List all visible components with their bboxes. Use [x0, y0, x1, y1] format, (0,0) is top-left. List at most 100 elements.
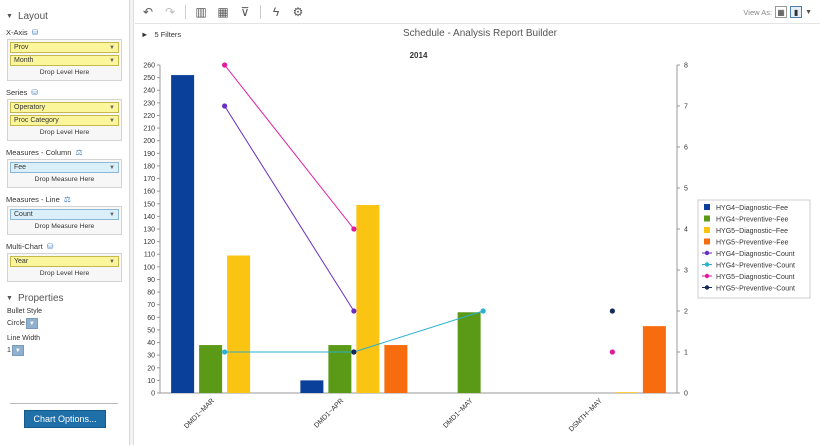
toolbar: ↶ ↷ ▥ ▦ ⊽ ϟ ⚙ View As: ▦ ▮ ▼ — [135, 0, 820, 24]
y-tick-label: 240 — [143, 88, 155, 95]
gear-icon[interactable]: ⚙ — [292, 4, 304, 19]
drop-level-hint: Drop Level Here — [39, 69, 90, 76]
measure-field-fee[interactable]: Fee ▼ — [10, 162, 119, 173]
series-label: Series — [6, 87, 28, 97]
lightning-icon[interactable]: ϟ — [272, 4, 280, 19]
xaxis-dropzone[interactable]: Prov ▼ Month ▼ Drop Level Here — [7, 39, 122, 81]
y-tick-label: 160 — [143, 189, 155, 196]
legend-label: HYG5~Diagnostic~Count — [716, 274, 795, 281]
legend-label: HYG5~Preventive~Count — [716, 286, 795, 293]
undo-icon[interactable]: ↶ — [142, 4, 154, 19]
chevron-down-icon[interactable]: ▼ — [805, 8, 812, 16]
legend-swatch — [704, 204, 710, 210]
xaxis-label-row: X-Axis ⛁ — [0, 26, 129, 38]
table-layout-icon[interactable]: ▦ — [217, 4, 229, 19]
line-point — [351, 349, 357, 355]
chevron-down-icon[interactable]: ▼ — [11, 345, 24, 356]
multichart-field-year[interactable]: Year ▼ — [10, 256, 119, 267]
y-tick-label: 20 — [147, 365, 155, 372]
bar — [227, 255, 251, 393]
filters-count: 5 Filters — [154, 30, 182, 39]
multichart-label: Multi-Chart — [6, 241, 43, 251]
y-tick-label: 230 — [143, 100, 155, 107]
filters-toggle[interactable]: ► 5 Filters — [141, 30, 181, 39]
y-tick-label: 200 — [143, 138, 155, 145]
chevron-down-icon[interactable]: ▼ — [109, 164, 115, 171]
chevron-down-icon[interactable]: ▼ — [109, 211, 115, 218]
y2-tick-label: 4 — [684, 227, 688, 234]
y2-tick-label: 6 — [684, 145, 688, 152]
series-dropzone[interactable]: Operatory ▼ Proc Category ▼ Drop Level Her… — [7, 99, 122, 141]
field-label: Count — [14, 211, 33, 218]
chevron-down-icon[interactable]: ▼ — [25, 318, 38, 329]
drop-level-hint: Drop Level Here — [39, 129, 90, 136]
collapse-caret-icon[interactable]: ▼ — [6, 12, 13, 20]
legend-swatch — [704, 238, 710, 245]
series-line — [224, 64, 355, 230]
line-width-select[interactable]: 1 ▼ — [7, 345, 24, 356]
y-tick-label: 10 — [147, 378, 155, 385]
series-line — [353, 310, 484, 353]
field-label: Fee — [14, 164, 27, 171]
line-point — [222, 103, 228, 109]
measure-icon: ⚖ — [63, 194, 71, 204]
line-point — [351, 308, 357, 314]
bullet-style-select[interactable]: Circle ▼ — [7, 318, 38, 329]
field-label: Year — [14, 258, 29, 265]
grid-view-icon[interactable]: ▦ — [775, 6, 788, 18]
bar — [614, 392, 638, 393]
xaxis-field-month[interactable]: Month ▼ — [10, 55, 119, 66]
database-icon: ⛁ — [46, 241, 54, 251]
chevron-down-icon[interactable]: ▼ — [109, 104, 115, 111]
bar — [171, 75, 195, 393]
series-field-operatory[interactable]: Operatory ▼ — [10, 102, 119, 113]
drop-level-hint: Drop Level Here — [39, 270, 90, 277]
chart-title: 2014 — [410, 51, 428, 60]
chevron-right-icon: ► — [141, 30, 149, 39]
panel-resize-handle[interactable] — [130, 0, 134, 445]
y2-tick-label: 2 — [684, 309, 688, 316]
xaxis-label: X-Axis — [6, 27, 28, 37]
line-point — [222, 349, 228, 355]
xaxis-field-prov[interactable]: Prov ▼ — [10, 42, 119, 53]
legend-label: HYG4~Preventive~Fee — [716, 217, 788, 224]
measures-line-dropzone[interactable]: Count ▼ Drop Measure Here — [7, 206, 122, 235]
chevron-down-icon[interactable]: ▼ — [109, 258, 115, 265]
view-as-group: View As: ▦ ▮ ▼ — [743, 6, 812, 18]
panel-toggle-icon[interactable]: ▥ — [195, 4, 207, 19]
database-icon: ⛁ — [31, 27, 39, 37]
chevron-down-icon[interactable]: ▼ — [109, 57, 115, 64]
chart-view-icon[interactable]: ▮ — [790, 6, 803, 18]
layout-heading: Layout — [17, 10, 48, 22]
legend-marker — [704, 250, 710, 256]
view-as-label: View As: — [743, 7, 773, 17]
collapse-caret-icon[interactable]: ▼ — [6, 294, 13, 302]
redo-icon[interactable]: ↷ — [164, 4, 176, 19]
measure-icon: ⚖ — [75, 147, 83, 157]
filter-icon[interactable]: ⊽ — [240, 4, 250, 19]
x-tick-label: DSMTH~MAY — [568, 397, 604, 433]
properties-section-header[interactable]: ▼ Properties — [0, 291, 129, 305]
bar — [328, 345, 352, 393]
line-point — [609, 308, 615, 314]
chart-options-button[interactable]: Chart Options... — [24, 410, 106, 428]
y-tick-label: 30 — [147, 353, 155, 360]
chevron-down-icon[interactable]: ▼ — [109, 44, 115, 51]
y-tick-label: 60 — [147, 315, 155, 322]
y-tick-label: 70 — [147, 302, 155, 309]
y-tick-label: 210 — [143, 126, 155, 133]
chevron-down-icon[interactable]: ▼ — [109, 117, 115, 124]
legend-label: HYG5~Diagnostic~Fee — [716, 228, 788, 235]
legend-label: HYG4~Preventive~Count — [716, 263, 795, 270]
x-tick-label: DMD1~MAY — [442, 397, 474, 429]
multichart-dropzone[interactable]: Year ▼ Drop Level Here — [7, 253, 122, 282]
field-label: Prov — [14, 44, 29, 51]
layout-section-header[interactable]: ▼ Layout — [0, 9, 129, 23]
y-tick-label: 50 — [147, 327, 155, 334]
y-tick-label: 260 — [143, 63, 155, 70]
legend-label: HYG4~Diagnostic~Count — [716, 251, 795, 258]
measures-column-dropzone[interactable]: Fee ▼ Drop Measure Here — [7, 159, 122, 188]
y-tick-label: 120 — [143, 239, 155, 246]
series-field-proc-category[interactable]: Proc Category ▼ — [10, 115, 119, 126]
measure-field-count[interactable]: Count ▼ — [10, 209, 119, 220]
